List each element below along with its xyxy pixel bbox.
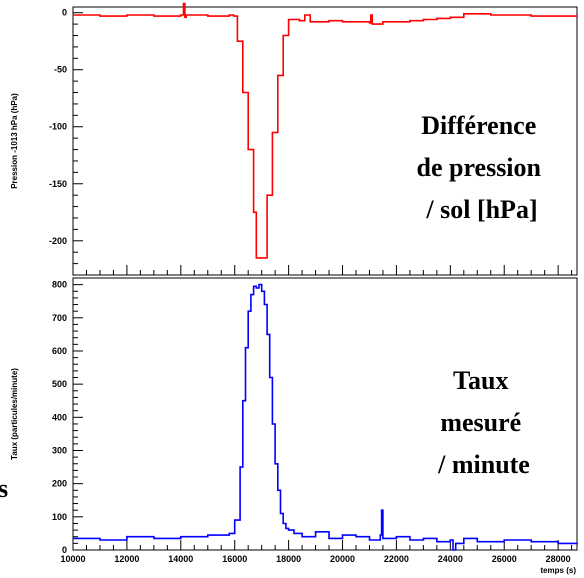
pressure-y-axis-title: Pression -1013 hPa (hPa)	[10, 93, 19, 189]
y-tick-label: -150	[49, 179, 67, 189]
rate-panel: Taux (particules/minute) 0 100 200 300 400 50…	[10, 277, 578, 575]
x-tick-label: 12000	[114, 554, 139, 564]
pressure-annotation: Différence de pression / sol [hPa]	[417, 111, 548, 224]
x-tick-label: 16000	[222, 554, 247, 564]
y-tick-label: 400	[52, 412, 67, 422]
y-tick-label: -100	[49, 122, 67, 132]
y-tick-label: 800	[52, 280, 67, 290]
y-tick-label: 300	[52, 445, 67, 455]
rate-x-ticks: 10000 12000 14000 16000 18000 20000 22000 24000…	[60, 540, 573, 564]
rate-y-axis-title: Taux (particules/minute)	[10, 368, 19, 460]
x-tick-label: 20000	[330, 554, 355, 564]
pressure-series-line	[73, 2, 577, 259]
rate-annotation-line-1: Taux	[453, 366, 508, 395]
rate-annotation-line-3: / minute	[437, 450, 530, 479]
y-tick-label: 0	[62, 8, 67, 18]
x-tick-label: 26000	[492, 554, 517, 564]
rate-series-line	[73, 283, 578, 551]
pressure-annotation-line-3: / sol [hPa]	[425, 195, 537, 224]
pressure-plot-frame	[72, 6, 578, 276]
x-tick-label: 22000	[384, 554, 409, 564]
y-tick-label: 600	[52, 346, 67, 356]
x-tick-label: 10000	[60, 554, 85, 564]
y-tick-label: -50	[54, 65, 67, 75]
x-tick-label: 28000	[546, 554, 571, 564]
y-tick-label: -200	[49, 236, 67, 246]
rate-annotation-line-2: mesuré	[440, 408, 521, 437]
rate-x-axis-title: temps (s)	[540, 566, 576, 575]
y-tick-label: 500	[52, 379, 67, 389]
x-tick-label: 14000	[168, 554, 193, 564]
y-tick-label: 700	[52, 313, 67, 323]
rate-annotation: Taux mesuré / minute	[437, 366, 530, 479]
pressure-annotation-line-2: de pression	[417, 153, 542, 182]
pressure-y-ticks: 0 -50 -100 -150 -200	[49, 8, 83, 276]
pressure-x-ticks	[72, 265, 573, 275]
rate-plot-frame	[72, 277, 578, 551]
side-mark: s	[0, 474, 8, 503]
y-tick-label: 200	[52, 479, 67, 489]
rate-y-ticks: 0 100 200 300 400 500 600 700 800	[52, 277, 83, 555]
x-tick-label: 18000	[276, 554, 301, 564]
x-tick-label: 24000	[438, 554, 463, 564]
pressure-panel: Pression -1013 hPa (hPa) 0 -50 -100 -150 -20…	[10, 2, 578, 276]
y-tick-label: 100	[52, 512, 67, 522]
pressure-annotation-line-1: Différence	[421, 111, 536, 140]
y-tick-label: 0	[62, 545, 67, 555]
